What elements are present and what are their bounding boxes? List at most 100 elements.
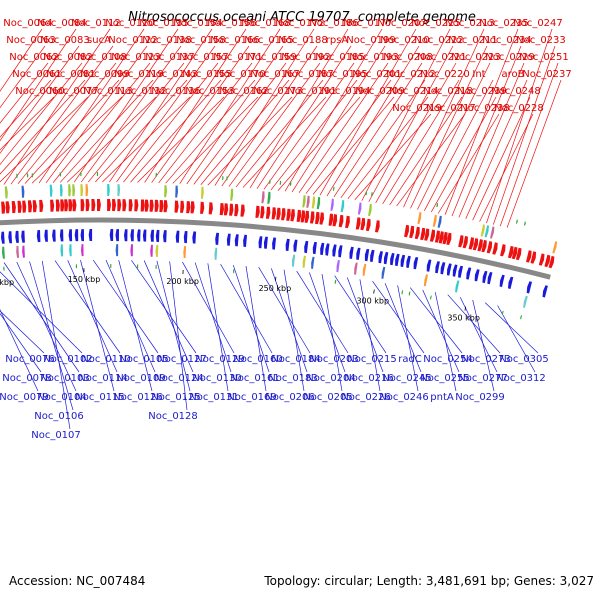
reverse-label-leader	[422, 289, 460, 373]
forward-label-leader	[24, 79, 120, 184]
forward-gene-arrow	[345, 215, 350, 229]
rna-gene-mark	[501, 310, 504, 315]
forward-gene-label: Noc_0120	[105, 18, 155, 29]
reverse-gene-arrow	[400, 254, 406, 267]
forward-gene-label: Noc_0192	[281, 52, 331, 63]
reverse-gene-arrow	[446, 263, 452, 276]
forward-label-leader	[144, 28, 247, 183]
reverse-gene-label: pntA	[430, 392, 454, 403]
forward-gene-label: sucA	[87, 35, 111, 46]
forward-label-leader	[207, 96, 293, 186]
reverse-gene-label: Noc_0110	[81, 354, 131, 365]
forward-label-leader	[3, 28, 111, 185]
forward-gene-arrow	[328, 213, 334, 226]
reverse-gene-label: Noc_0129	[195, 354, 245, 365]
forward-label-leader	[312, 96, 395, 195]
forward-label-leader	[116, 45, 216, 183]
reverse-label-leader	[143, 260, 194, 373]
forward-label-leader	[221, 45, 318, 187]
forward-gene-arrow	[375, 220, 380, 233]
forward-label-leader	[242, 96, 327, 188]
reverse-gene-arrow	[88, 229, 93, 241]
forward-gene-arrow	[97, 199, 101, 211]
forward-label-leader	[291, 45, 386, 193]
reverse-gene-label: Noc_0203	[309, 354, 359, 365]
colored-gene-block	[164, 185, 167, 198]
reverse-gene-label: Noc_0104	[37, 392, 87, 403]
colored-gene-block	[480, 224, 485, 237]
scale-tick-label: 200 kbp	[166, 277, 199, 286]
forward-label-leader	[17, 62, 117, 185]
reverse-gene-label: radC	[398, 354, 422, 365]
forward-gene-label: Noc_0135	[139, 18, 189, 29]
reverse-label-leader	[232, 264, 270, 373]
forward-label-leader	[186, 45, 284, 185]
forward-label-leader	[52, 62, 151, 183]
forward-gene-arrow	[409, 225, 415, 239]
reverse-gene-label: Noc_0128	[148, 411, 198, 422]
forward-gene-label: Noc_0061	[12, 69, 62, 80]
colored-gene-block	[368, 203, 372, 217]
forward-gene-arrow	[50, 199, 55, 212]
reverse-label-leader	[194, 262, 232, 373]
reverse-label-leader	[0, 313, 42, 373]
forward-gene-label: Noc_0084	[37, 18, 87, 29]
reverse-gene-label: Noc_0205	[303, 392, 353, 403]
forward-gene-arrow	[468, 237, 474, 250]
forward-gene-arrow	[68, 199, 73, 212]
forward-label-leader	[472, 96, 531, 221]
reverse-label-leader	[271, 268, 308, 373]
forward-gene-label: Noc_0154	[173, 18, 223, 29]
reverse-gene-arrow	[59, 229, 64, 242]
colored-gene-block	[175, 185, 178, 198]
forward-label-leader	[0, 79, 86, 175]
forward-gene-arrow	[477, 239, 483, 252]
forward-gene-arrow	[544, 254, 551, 268]
colored-gene-block	[354, 262, 358, 275]
forward-gene-arrow	[420, 227, 426, 241]
reverse-gene-arrow	[263, 236, 268, 249]
rna-gene-mark	[3, 266, 5, 271]
scale-tick-label: 150 kbp	[68, 275, 101, 284]
reverse-label-leader	[0, 309, 39, 392]
forward-gene-label: Noc_0213	[445, 18, 495, 29]
scale-tick-mark	[373, 289, 375, 294]
forward-gene-label: Noc_0159	[247, 52, 297, 63]
forward-gene-label: Noc_0171	[213, 52, 263, 63]
colored-gene-block	[336, 260, 340, 273]
forward-label-leader	[340, 79, 426, 199]
colored-gene-block	[417, 212, 422, 225]
forward-gene-label: Noc_0138	[142, 35, 192, 46]
reverse-label-leader	[447, 294, 501, 354]
forward-gene-label: Noc_0195	[318, 69, 368, 80]
forward-gene-label: Noc_0108	[77, 52, 127, 63]
forward-gene-label: Noc_0153	[185, 86, 235, 97]
reverse-gene-arrow	[395, 253, 400, 267]
colored-gene-block	[60, 244, 64, 257]
colored-gene-block	[130, 244, 133, 257]
reverse-gene-arrow	[458, 265, 463, 278]
scale-tick-label: 100 kbp	[0, 278, 14, 287]
forward-gene-label: Noc_0081	[46, 69, 96, 80]
reverse-gene-arrow	[44, 229, 48, 242]
rna-gene-mark	[136, 264, 139, 269]
colored-gene-block	[455, 280, 460, 293]
colored-gene-block	[552, 241, 558, 254]
colored-gene-block	[85, 184, 89, 197]
forward-label-leader	[179, 28, 281, 184]
reverse-gene-label: Noc_0184	[271, 354, 321, 365]
forward-gene-arrow	[149, 199, 154, 212]
colored-gene-block	[437, 215, 442, 228]
forward-gene-arrow	[276, 207, 281, 220]
forward-label-leader	[437, 113, 500, 214]
forward-label-leader	[305, 79, 392, 194]
reverse-label-leader	[29, 261, 74, 411]
forward-gene-label: Noc_0185	[315, 52, 365, 63]
reverse-label-leader	[16, 261, 77, 392]
forward-gene-label: aroB	[502, 69, 525, 80]
forward-gene-arrow	[223, 203, 229, 216]
colored-gene-block	[432, 214, 437, 227]
reverse-label-leader	[169, 261, 188, 411]
forward-gene-label: Noc_0188	[278, 35, 328, 46]
reverse-gene-arrow	[115, 229, 119, 242]
